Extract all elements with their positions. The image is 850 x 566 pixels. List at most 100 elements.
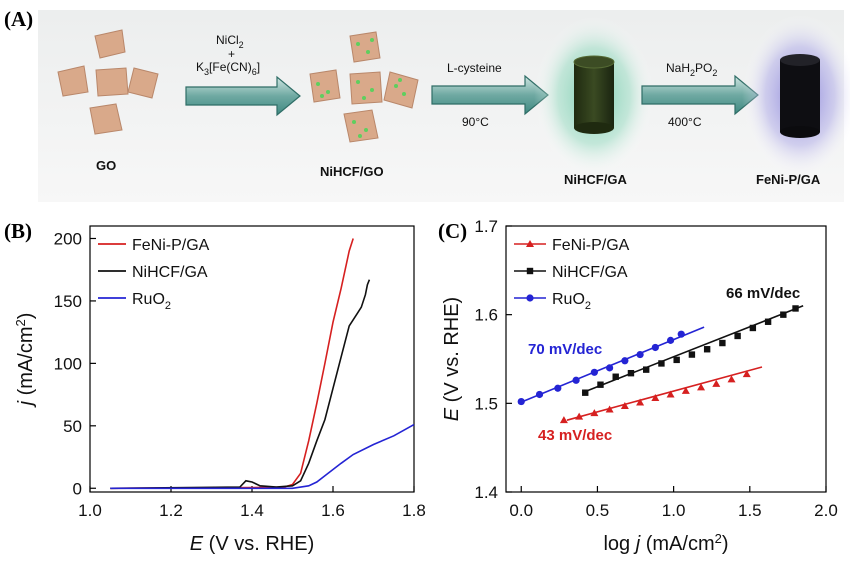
arrow-1-bottom-end: ] xyxy=(257,60,260,74)
tafel-slope-label-1: 66 mV/dec xyxy=(726,285,800,302)
arrow-3-top-rest: PO xyxy=(695,61,712,75)
lsv-ylabel-end: ) xyxy=(15,313,37,320)
tafel-ylabel: (V vs. RHE) xyxy=(441,297,463,408)
tafel-xlabel-sup: 2 xyxy=(715,531,722,546)
lsv-ytick-label: 200 xyxy=(54,229,82,248)
tafel-point xyxy=(688,351,696,358)
tafel-xlabel-end: ) xyxy=(722,533,729,555)
lsv-xtick-label: 1.6 xyxy=(321,501,345,520)
arrow-3-top-sub2: 2 xyxy=(712,68,717,78)
tafel-point xyxy=(572,376,580,384)
tafel-point xyxy=(535,390,544,399)
lsv-ylabel-sup: 2 xyxy=(13,319,28,326)
lsv-ytick-label: 50 xyxy=(63,417,82,436)
nihcf-go-sheets-icon xyxy=(309,31,419,143)
tafel-fit-line-0 xyxy=(566,366,763,421)
tafel-point xyxy=(642,366,650,373)
lsv-ylabel: (mA/cm xyxy=(15,327,37,401)
tafel-point xyxy=(792,305,799,312)
lsv-series-line-1 xyxy=(110,279,371,490)
tafel-point xyxy=(651,343,659,352)
tafel-point xyxy=(727,375,736,383)
tafel-legend-label-2: RuO2 xyxy=(552,291,591,312)
tafel-point xyxy=(658,360,665,367)
tafel-point xyxy=(606,364,614,372)
tafel-point xyxy=(703,346,711,353)
particle-dot-icon xyxy=(364,128,368,132)
tafel-slope-label-0: 43 mV/dec xyxy=(538,427,612,444)
lsv-legend-label-1: NiHCF/GA xyxy=(132,264,208,281)
label-nihcf-ga: NiHCF/GA xyxy=(564,172,627,187)
tafel-ytick-label: 1.5 xyxy=(474,394,498,413)
arrow-1-top-sub: 2 xyxy=(239,40,244,50)
tafel-point xyxy=(677,330,685,338)
arrow-1-plus: + xyxy=(228,47,235,61)
tafel-point xyxy=(666,390,675,398)
lsv-chart: (B) 1.0 1.2 1.4 1.6 1.8 0 50 100 150 200 FeNi-P/G… xyxy=(4,219,426,555)
tafel-point xyxy=(697,383,706,391)
tafel-point xyxy=(517,397,525,406)
tafel-point xyxy=(651,394,660,402)
tafel-slope-label-2: 70 mV/dec xyxy=(528,341,602,358)
tafel-legend-marker xyxy=(526,294,534,302)
tafel-legend-marker xyxy=(526,240,534,247)
arrow-1-bottom-sub: 3 xyxy=(204,67,209,77)
tafel-xlabel-var: j xyxy=(633,533,641,555)
particle-dot-icon xyxy=(358,134,362,138)
particle-dot-icon xyxy=(320,94,324,98)
lsv-xtick-label: 1.2 xyxy=(159,501,183,520)
lsv-xlabel-var: E xyxy=(190,533,204,555)
arrow-1-icon xyxy=(185,75,301,117)
tafel-xtick-label: 0.0 xyxy=(509,501,533,520)
tafel-legend-marker xyxy=(526,267,534,275)
tafel-point xyxy=(673,356,680,364)
svg-text:log j (mA/cm2): log j (mA/cm2) xyxy=(603,531,728,555)
tafel-ytick-label: 1.6 xyxy=(474,306,498,325)
svg-text:E (V vs. RHE): E (V vs. RHE) xyxy=(441,297,463,421)
tafel-point xyxy=(681,386,690,394)
particle-dot-icon xyxy=(316,82,320,86)
lsv-series-line-2 xyxy=(110,423,415,490)
particle-dot-icon xyxy=(326,90,330,94)
particle-dot-icon xyxy=(394,84,398,88)
arrow-2-bottom: 90°C xyxy=(462,115,489,129)
tafel-xlabel: log xyxy=(603,533,635,555)
label-nihcf-go: NiHCF/GO xyxy=(320,164,384,179)
particle-dot-icon xyxy=(366,50,370,54)
panel-label-b: (B) xyxy=(4,219,32,243)
tafel-point xyxy=(749,324,757,332)
lsv-ylabel-var: j xyxy=(15,400,37,408)
lsv-legend-label-0: FeNi-P/GA xyxy=(132,237,210,254)
particle-dot-icon xyxy=(356,80,360,84)
arrow-3-bottom: 400°C xyxy=(668,115,702,129)
tafel-point xyxy=(742,370,751,378)
svg-text:E (V vs. RHE): E (V vs. RHE) xyxy=(190,533,314,555)
tafel-point xyxy=(621,357,629,365)
scheme-panel: (A) GO NiCl2 + K3[Fe(CN)6] NiHCF/GO xyxy=(4,7,850,202)
tafel-xlabel-rest: (mA/cm xyxy=(640,533,714,555)
tafel-point xyxy=(719,339,726,347)
tafel-point xyxy=(636,398,645,406)
arrow-1-top: NiCl xyxy=(216,33,239,47)
tafel-point xyxy=(554,384,562,392)
tafel-point xyxy=(666,336,675,344)
scheme-background xyxy=(38,10,844,202)
arrow-1-bottom-sub2: 6 xyxy=(252,67,257,77)
label-feni-p-ga: FeNi-P/GA xyxy=(756,172,821,187)
particle-dot-icon xyxy=(362,96,366,100)
tafel-point xyxy=(575,412,584,420)
lsv-legend-label-2: RuO2 xyxy=(132,291,171,312)
tafel-point xyxy=(734,332,741,340)
tafel-ytick-label: 1.4 xyxy=(474,483,498,502)
svg-text:NiCl2: NiCl2 xyxy=(216,33,244,50)
tafel-xtick-label: 1.0 xyxy=(662,501,686,520)
tafel-ytick-label: 1.7 xyxy=(474,217,498,236)
tafel-point xyxy=(597,381,604,388)
tafel-point xyxy=(605,405,614,413)
panel-label-a: (A) xyxy=(4,7,33,31)
particle-dot-icon xyxy=(398,78,402,82)
tafel-xtick-label: 0.5 xyxy=(586,501,610,520)
arrow-3-top-sub: 2 xyxy=(690,68,695,78)
tafel-ylabel-var: E xyxy=(441,407,463,421)
go-sheets-icon xyxy=(57,29,159,135)
